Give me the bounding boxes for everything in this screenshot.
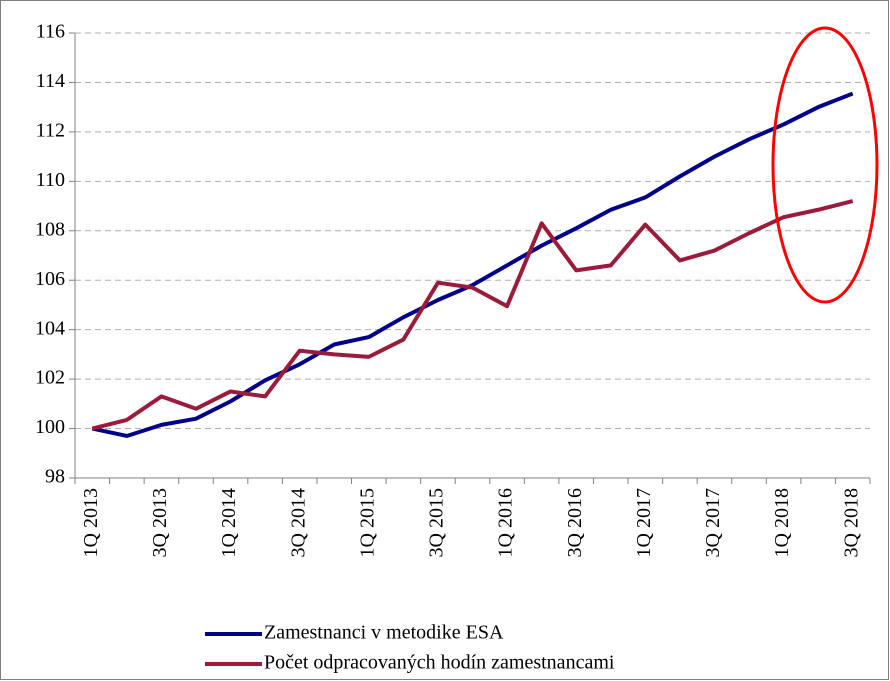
x-tick-label: 1Q 2017	[633, 488, 655, 557]
x-tick-label: 3Q 2018	[840, 488, 862, 557]
y-tick-label: 108	[35, 218, 65, 240]
x-tick-label: 1Q 2016	[495, 488, 517, 557]
y-tick-label: 112	[36, 119, 65, 141]
y-tick-label: 110	[36, 169, 65, 191]
x-tick-label: 3Q 2017	[702, 488, 724, 557]
y-tick-label: 114	[36, 70, 65, 92]
y-tick-label: 104	[35, 317, 65, 339]
y-tick-label: 102	[35, 367, 65, 389]
x-tick-label: 3Q 2014	[287, 488, 309, 557]
y-tick-label: 100	[35, 416, 65, 438]
y-tick-label: 98	[45, 466, 65, 488]
x-tick-label: 3Q 2016	[564, 488, 586, 557]
y-tick-label: 116	[36, 21, 65, 43]
legend-label: Zamestnanci v metodike ESA	[264, 622, 504, 644]
grid: 98 100 102 104 106 108 110 112 114 116 1Q 2013 3Q 2…	[35, 21, 871, 557]
series-line	[91, 199, 854, 431]
series-line	[91, 91, 854, 438]
x-tick-label: 3Q 2015	[426, 488, 448, 557]
highlight-ellipse	[771, 26, 879, 304]
legend: Zamestnanci v metodike ESA Počet odpracov…	[205, 622, 615, 674]
lines	[91, 91, 854, 438]
x-tick-label: 1Q 2015	[356, 488, 378, 557]
y-tick-label: 106	[35, 268, 65, 290]
legend-label: Počet odpracovaných hodín zamestnancami	[264, 652, 615, 674]
x-tick-label: 3Q 2013	[149, 488, 171, 557]
x-tick-label: 1Q 2014	[218, 488, 240, 557]
x-tick-label: 1Q 2018	[771, 488, 793, 557]
x-tick-label: 1Q 2013	[80, 488, 102, 557]
